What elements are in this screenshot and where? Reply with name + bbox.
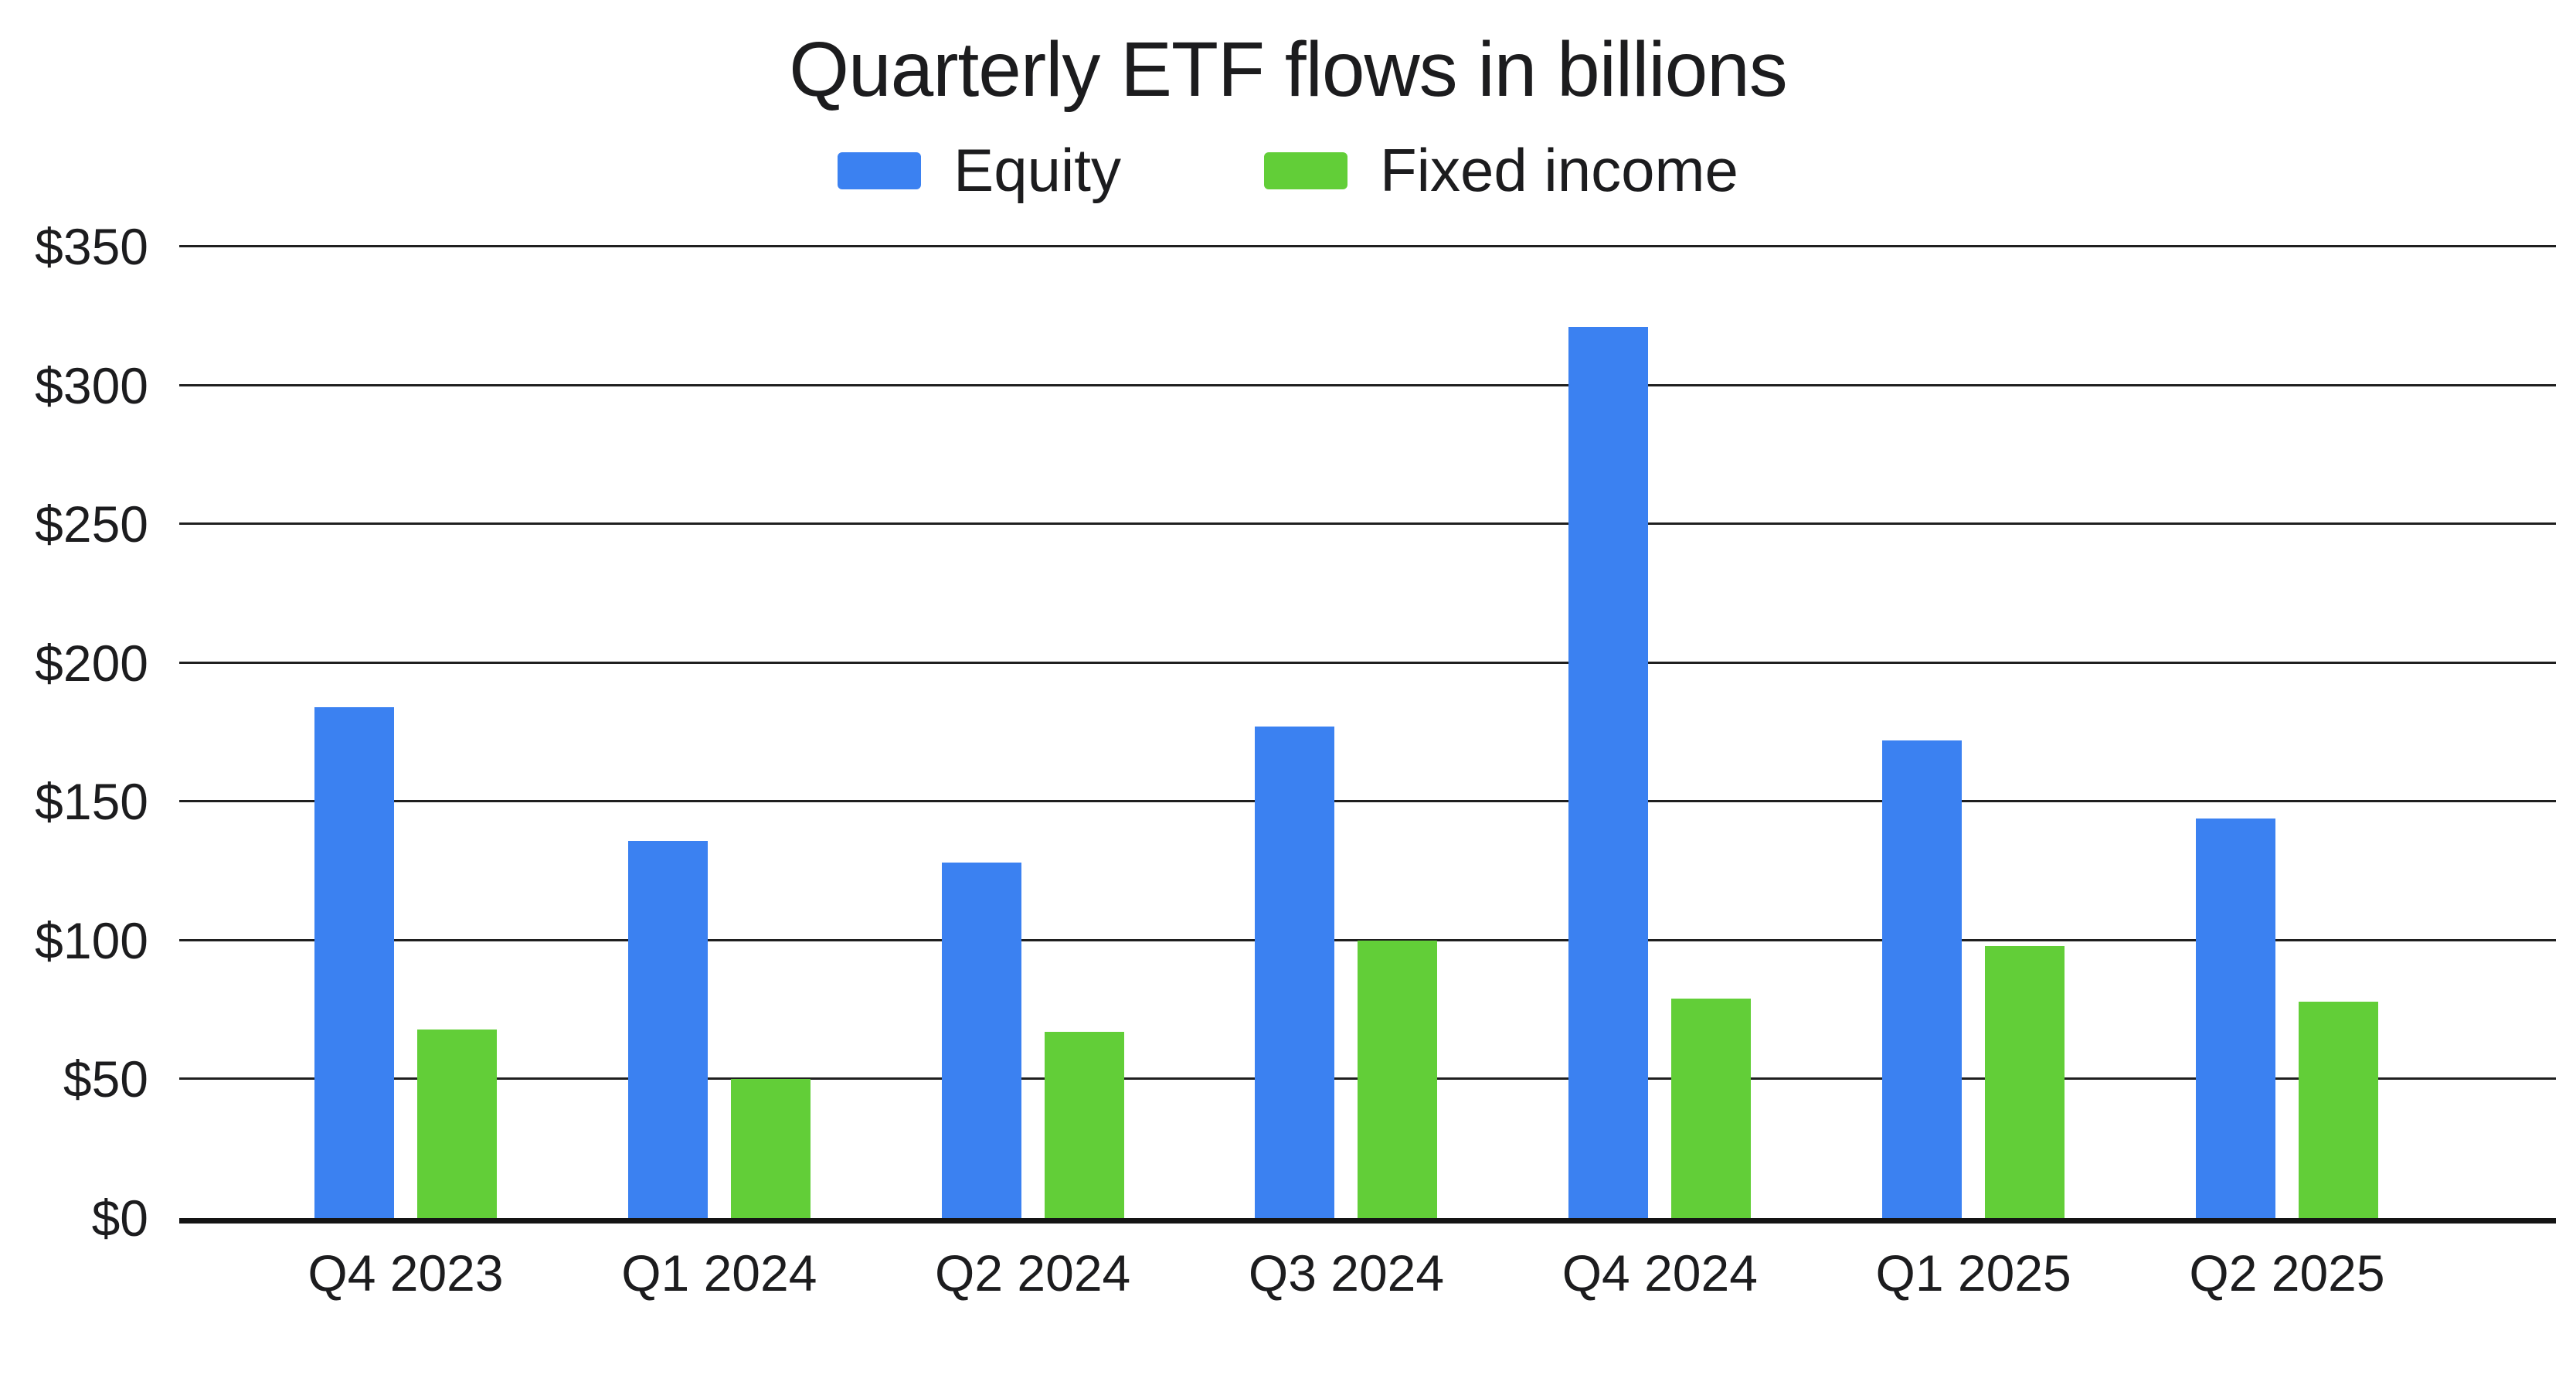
bar-fixed-income	[1044, 1032, 1124, 1218]
bar-group-q2-2025: Q2 2025	[2189, 247, 2385, 1302]
x-tick-label-q1-2025: Q1 2025	[1875, 1244, 2071, 1302]
bar-equity	[1882, 740, 1963, 1218]
gridline-200	[179, 661, 2556, 664]
bar-group-q3-2024: Q3 2024	[1249, 247, 1444, 1302]
chart-title: Quarterly ETF flows in billions	[789, 26, 1788, 113]
gridline-100	[179, 938, 2556, 941]
bar-equity	[627, 840, 708, 1218]
y-tick-label-250: $250	[35, 495, 148, 553]
x-tick-label-q3-2024: Q3 2024	[1248, 1244, 1445, 1302]
bar-fixed-income	[730, 1079, 811, 1218]
legend-item-equity: Equity	[838, 136, 1121, 204]
x-tick-label-q1-2024: Q1 2024	[621, 1244, 817, 1302]
x-tick-label-q2-2024: Q2 2024	[935, 1244, 1131, 1302]
gridline-150	[179, 800, 2556, 803]
x-tick-label-q4-2023: Q4 2023	[308, 1244, 504, 1302]
bar-group-q4-2024: Q4 2024	[1562, 247, 1758, 1302]
bar-group-q4-2023: Q4 2023	[308, 247, 504, 1302]
gridline-250	[179, 522, 2556, 526]
bar-fixed-income	[1985, 946, 2065, 1218]
y-tick-label-200: $200	[35, 634, 148, 692]
bar-equity	[941, 863, 1021, 1218]
legend-swatch-icon	[1263, 151, 1347, 189]
y-tick-label-100: $100	[35, 911, 148, 969]
bar-group-q2-2024: Q2 2024	[935, 247, 1130, 1302]
gridline-350	[179, 245, 2556, 247]
y-tick-label-0: $0	[91, 1190, 148, 1247]
legend-item-fixed-income: Fixed income	[1263, 136, 1738, 204]
bar-fixed-income	[1671, 999, 1752, 1218]
bar-equity	[1568, 327, 1649, 1218]
bar-groups-row: Q4 2023 Q1 2024 Q2 2024 Q3 2024 Q4 2024 Q1 20…	[179, 247, 2556, 1302]
bar-group-q1-2025: Q1 2025	[1876, 247, 2071, 1302]
legend-label: Equity	[953, 136, 1121, 204]
gridline-300	[179, 383, 2556, 386]
bar-equity	[2195, 818, 2275, 1218]
bar-equity	[1255, 727, 1335, 1218]
bar-group-q1-2024: Q1 2024	[621, 247, 817, 1302]
y-tick-label-150: $150	[35, 773, 148, 831]
bar-fixed-income	[2298, 1001, 2378, 1218]
y-tick-label-300: $300	[35, 356, 148, 414]
legend-swatch-icon	[838, 151, 922, 189]
bar-fixed-income	[1358, 940, 1438, 1218]
legend-label: Fixed income	[1379, 136, 1738, 204]
x-tick-label-q2-2025: Q2 2025	[2189, 1244, 2385, 1302]
bar-fixed-income	[417, 1029, 497, 1218]
y-tick-label-350: $350	[35, 218, 148, 275]
bar-equity	[314, 707, 394, 1218]
legend: Equity Fixed income	[0, 136, 2576, 204]
plot-area: Q4 2023 Q1 2024 Q2 2024 Q3 2024 Q4 2024 Q1 20…	[179, 245, 2556, 1302]
y-tick-label-50: $50	[63, 1050, 148, 1108]
x-tick-label-q4-2024: Q4 2024	[1562, 1244, 1758, 1302]
